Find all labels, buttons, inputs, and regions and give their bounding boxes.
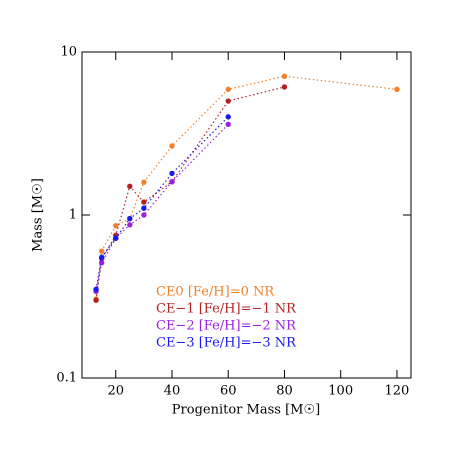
data-point bbox=[281, 84, 288, 90]
data-point bbox=[113, 222, 119, 229]
y-tick-label: 1 bbox=[69, 208, 77, 223]
data-point bbox=[127, 183, 133, 189]
legend-entry: CE−2 [Fe/H]=−2 NR bbox=[156, 319, 297, 334]
data-point bbox=[127, 222, 133, 228]
data-point bbox=[169, 170, 175, 177]
legend-entry: CE−1 [Fe/H]=−1 NR bbox=[156, 302, 297, 317]
series-line bbox=[95, 75, 398, 300]
x-tick-label: 40 bbox=[164, 384, 181, 399]
legend-entry: CE0 [Fe/H]=0 NR bbox=[156, 285, 275, 300]
data-point bbox=[141, 179, 147, 185]
legend-entry: CE−3 [Fe/H]=−3 NR bbox=[156, 336, 297, 351]
data-point bbox=[141, 199, 147, 205]
y-tick-label: 0.1 bbox=[56, 371, 77, 386]
x-tick-label: 100 bbox=[328, 384, 353, 399]
series-line bbox=[95, 86, 285, 301]
data-point bbox=[225, 114, 231, 120]
data-point bbox=[225, 86, 231, 93]
data-point bbox=[169, 179, 175, 185]
data-point bbox=[113, 235, 119, 241]
x-axis-label: Progenitor Mass [M☉] bbox=[172, 403, 320, 418]
y-axis-label: Mass [M☉] bbox=[31, 178, 46, 252]
data-point bbox=[225, 98, 231, 104]
data-point bbox=[141, 212, 147, 218]
data-point bbox=[93, 297, 99, 303]
x-tick-label: 20 bbox=[107, 384, 124, 399]
data-point bbox=[98, 254, 105, 261]
data-point bbox=[98, 248, 105, 254]
x-tick-label: 60 bbox=[220, 384, 237, 399]
data-point bbox=[281, 73, 288, 79]
data-point bbox=[127, 215, 133, 222]
series-line bbox=[95, 123, 229, 292]
x-tick-label: 80 bbox=[276, 384, 293, 399]
data-point bbox=[169, 143, 175, 149]
data-point bbox=[141, 205, 147, 211]
data-point bbox=[225, 121, 231, 128]
series-line bbox=[95, 116, 229, 290]
data-point bbox=[394, 86, 400, 93]
data-point bbox=[93, 286, 99, 293]
x-tick-label: 120 bbox=[385, 384, 410, 399]
data-point bbox=[98, 259, 105, 266]
y-tick-label: 10 bbox=[60, 45, 77, 60]
